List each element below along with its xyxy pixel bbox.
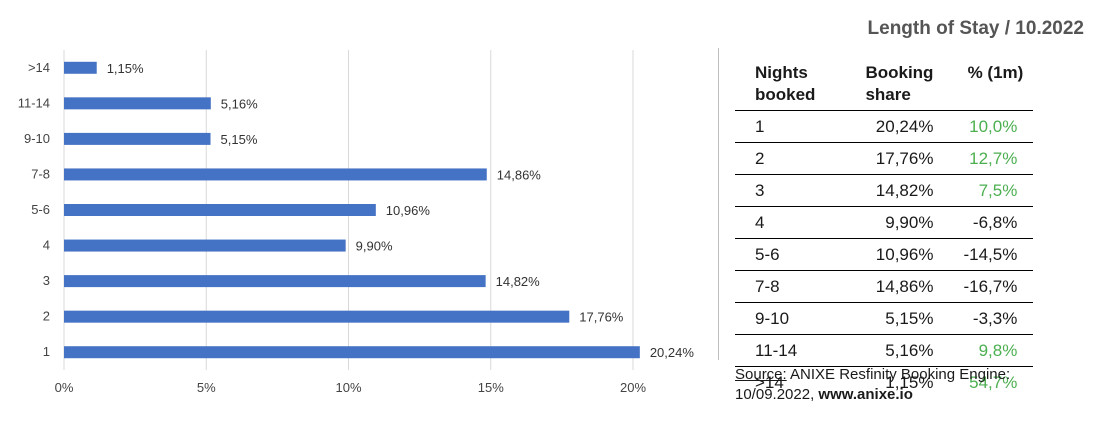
booking-share-table: Nights booked Booking share % (1m) 1 20,24%… — [735, 60, 1034, 399]
table-row: 1 20,24% 10,0% — [735, 110, 1034, 143]
cell-change: 7,5% — [943, 174, 1034, 207]
cell-change: -14,5% — [943, 238, 1034, 271]
y-tick-label: 4 — [43, 238, 50, 253]
data-label: 10,96% — [386, 203, 431, 218]
table-row: 4 9,90% -6,8% — [735, 206, 1034, 239]
cell-share: 5,16% — [825, 334, 944, 367]
bar-7-8 — [64, 168, 487, 181]
x-tick-label: 20% — [620, 380, 646, 395]
data-label: 5,16% — [221, 96, 258, 111]
chart-bars — [64, 61, 640, 359]
cell-change: 9,8% — [943, 334, 1034, 367]
cell-nights: 1 — [735, 110, 826, 143]
bar-5-6 — [64, 204, 376, 216]
y-tick-label: 11-14 — [18, 95, 50, 110]
bar-1 — [64, 346, 640, 359]
cell-change: -16,7% — [943, 270, 1034, 303]
divider-line — [718, 48, 719, 360]
x-tick-label: 5% — [197, 380, 216, 395]
data-label: 17,76% — [579, 310, 624, 325]
bar-11-14 — [64, 97, 211, 110]
y-tick-label: 2 — [43, 309, 50, 324]
table-row: >14 1,15% 54,7% — [735, 367, 1033, 399]
cell-nights: 4 — [735, 206, 826, 239]
cell-nights: 7-8 — [735, 270, 826, 303]
cell-share: 10,96% — [825, 238, 944, 271]
cell-nights: 2 — [735, 142, 826, 175]
data-label: 20,24% — [650, 345, 695, 360]
cell-share: 17,76% — [825, 142, 944, 175]
cell-change: 12,7% — [943, 142, 1034, 175]
data-label: 14,82% — [496, 274, 541, 289]
bar-2 — [64, 310, 570, 323]
bar->14 — [64, 61, 97, 74]
table-header-row: Nights booked Booking share % (1m) — [735, 60, 1034, 111]
header-booking-share: Booking share — [825, 60, 944, 111]
source-text: ANIXE Resfinity Booking Engine: — [786, 366, 1011, 383]
x-tick-label: 0% — [55, 380, 74, 395]
cell-change: -3,3% — [943, 302, 1034, 335]
bar-3 — [64, 275, 486, 288]
cell-change: 10,0% — [943, 110, 1034, 143]
source-label: Source: — [735, 366, 787, 383]
cell-change: -6,8% — [943, 206, 1034, 239]
bar-4 — [64, 239, 346, 252]
y-tick-label: 7-8 — [31, 166, 50, 181]
data-label: 14,86% — [497, 167, 542, 182]
table-row: 2 17,76% 12,7% — [735, 142, 1034, 175]
y-tick-label: >14 — [28, 60, 50, 75]
cell-share: 14,86% — [825, 270, 944, 303]
cell-nights: 3 — [735, 174, 826, 207]
cell-share: 9,90% — [825, 206, 944, 239]
data-label: 5,15% — [221, 132, 258, 147]
cell-nights: 5-6 — [735, 238, 826, 271]
y-tick-label: 3 — [43, 273, 50, 288]
table-row: 11-14 5,16% 9,8% — [735, 334, 1034, 367]
header-change-1m: % (1m) — [943, 60, 1034, 111]
y-tick-label: 1 — [43, 344, 50, 359]
table-row: 9-10 5,15% -3,3% — [735, 302, 1034, 335]
source-date: 10/09.2022, — [735, 386, 819, 403]
data-label: 1,15% — [107, 61, 144, 76]
cell-nights: >14 — [755, 372, 784, 392]
bar-9-10 — [64, 132, 211, 145]
cell-change: 54,7% — [969, 372, 1018, 392]
table-row: 7-8 14,86% -16,7% — [735, 270, 1034, 303]
y-tick-label: 9-10 — [24, 131, 50, 146]
data-label: 9,90% — [356, 239, 393, 254]
cell-share: 1,15% — [885, 372, 934, 392]
chart-x-tick-labels: 0% 5% 10% 15% 20% — [55, 380, 647, 395]
source-url: www.anixe.io — [818, 386, 913, 403]
source-note: Source: ANIXE Resfinity Booking Engine: … — [735, 365, 1010, 405]
cell-share: 14,82% — [825, 174, 944, 207]
cell-nights: 9-10 — [735, 302, 826, 335]
chart-title: Length of Stay / 10.2022 — [867, 18, 1084, 39]
y-tick-label: 5-6 — [31, 202, 50, 217]
cell-share: 5,15% — [825, 302, 944, 335]
bar-chart: 1 2 3 4 5-6 7-8 9-10 11-14 >14 0% 5% 10% 15% 20% 20,… — [18, 50, 695, 395]
cell-share: 20,24% — [825, 110, 944, 143]
chart-data-labels: 20,24% 17,76% 14,82% 9,90% 10,96% 14,86% 5,15%… — [107, 61, 695, 360]
x-tick-label: 10% — [335, 380, 361, 395]
table-row: 3 14,82% 7,5% — [735, 174, 1034, 207]
table-row: 5-6 10,96% -14,5% — [735, 238, 1034, 271]
chart-y-tick-labels: 1 2 3 4 5-6 7-8 9-10 11-14 >14 — [18, 60, 50, 359]
cell-nights: 11-14 — [735, 334, 826, 367]
x-tick-label: 15% — [478, 380, 504, 395]
header-nights-booked: Nights booked — [735, 60, 826, 111]
